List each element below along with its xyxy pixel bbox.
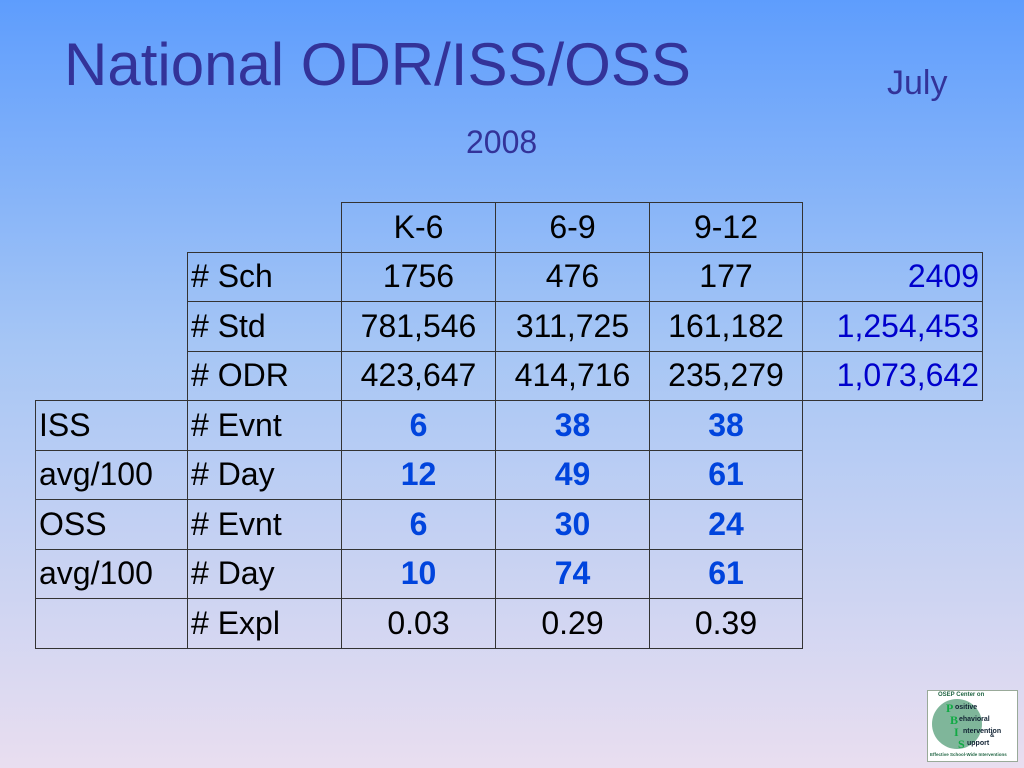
logo-amp: & bbox=[990, 733, 995, 739]
row-label: # ODR bbox=[187, 350, 342, 401]
logo-letter: S bbox=[958, 737, 965, 751]
logo-letter: I bbox=[954, 725, 959, 739]
logo-word: ositive bbox=[955, 704, 978, 711]
value-cell: 74 bbox=[495, 548, 650, 599]
group-label: OSS bbox=[35, 499, 188, 550]
group-label bbox=[35, 598, 188, 649]
total-cell: 2409 bbox=[802, 251, 983, 302]
total-cell: 1,073,642 bbox=[802, 350, 983, 401]
row-label: # Expl bbox=[187, 598, 342, 649]
group-label: avg/100 bbox=[35, 449, 188, 500]
value-cell: 38 bbox=[495, 400, 650, 451]
row-label: # Day bbox=[187, 548, 342, 599]
value-cell: 6 bbox=[341, 400, 496, 451]
value-cell: 61 bbox=[649, 449, 803, 500]
title: National ODR/ISS/OSS bbox=[64, 31, 691, 98]
column-header: K-6 bbox=[341, 202, 496, 253]
column-header: 6-9 bbox=[495, 202, 650, 253]
logo-top: OSEP Center on bbox=[938, 692, 985, 698]
value-cell: 1756 bbox=[341, 251, 496, 302]
value-cell: 24 bbox=[649, 499, 803, 550]
title-year: 2008 bbox=[466, 124, 538, 160]
value-cell: 177 bbox=[649, 251, 803, 302]
value-cell: 10 bbox=[341, 548, 496, 599]
logo-word: ntervention bbox=[963, 728, 1002, 735]
row-label: # Std bbox=[187, 301, 342, 352]
value-cell: 30 bbox=[495, 499, 650, 550]
row-label: # Day bbox=[187, 449, 342, 500]
group-label: avg/100 bbox=[35, 548, 188, 599]
value-cell: 12 bbox=[341, 449, 496, 500]
total-cell: 1,254,453 bbox=[802, 301, 983, 352]
value-cell: 235,279 bbox=[649, 350, 803, 401]
logo-word: upport bbox=[967, 740, 990, 747]
row-label: # Evnt bbox=[187, 400, 342, 451]
logo-word: ehavioral bbox=[959, 716, 990, 723]
value-cell: 49 bbox=[495, 449, 650, 500]
logo: OSEP Center on Effective School-Wide Int… bbox=[927, 690, 1018, 762]
value-cell: 0.39 bbox=[649, 598, 803, 649]
row-label: # Sch bbox=[187, 251, 342, 302]
value-cell: 61 bbox=[649, 548, 803, 599]
value-cell: 311,725 bbox=[495, 301, 650, 352]
value-cell: 0.29 bbox=[495, 598, 650, 649]
logo-letter: B bbox=[950, 713, 959, 727]
value-cell: 423,647 bbox=[341, 350, 496, 401]
value-cell: 38 bbox=[649, 400, 803, 451]
value-cell: 161,182 bbox=[649, 301, 803, 352]
logo-circle bbox=[932, 699, 982, 749]
value-cell: 414,716 bbox=[495, 350, 650, 401]
value-cell: 6 bbox=[341, 499, 496, 550]
value-cell: 0.03 bbox=[341, 598, 496, 649]
column-header: 9-12 bbox=[649, 202, 803, 253]
value-cell: 781,546 bbox=[341, 301, 496, 352]
logo-bottom: Effective School-Wide Interventions bbox=[930, 752, 1007, 757]
group-label: ISS bbox=[35, 400, 188, 451]
logo-letter: P bbox=[946, 701, 954, 715]
value-cell: 476 bbox=[495, 251, 650, 302]
title-month: July bbox=[887, 64, 948, 102]
row-label: # Evnt bbox=[187, 499, 342, 550]
